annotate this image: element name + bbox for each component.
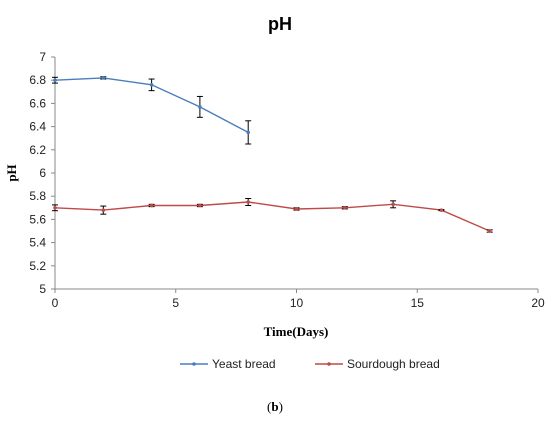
data-point [487, 229, 492, 233]
data-point [343, 206, 347, 210]
data-point [149, 203, 154, 208]
x-tick-label: 0 [52, 296, 59, 310]
data-point [198, 105, 202, 109]
data-point [246, 130, 250, 135]
series-yeast-bread [52, 76, 252, 145]
y-axis-label: pH [4, 164, 19, 181]
y-tick-label: 5.6 [29, 212, 46, 226]
y-tick-label: 6.8 [29, 73, 46, 87]
data-point [53, 78, 57, 82]
series-line [54, 201, 490, 232]
y-tick-label: 5.2 [29, 259, 46, 273]
data-point [53, 206, 57, 210]
panel-label: (b) [267, 399, 283, 414]
x-tick-label: 20 [531, 296, 545, 310]
legend-item-sourdough-bread: Sourdough bread [315, 357, 440, 371]
x-tick-label: 10 [290, 296, 304, 310]
series-layer [52, 76, 493, 233]
y-tick-label: 5 [39, 282, 46, 296]
y-tick-label: 6.6 [29, 96, 46, 110]
data-point [246, 200, 250, 204]
y-tick-label: 6.4 [29, 120, 46, 134]
y-ticks: 5 5.2 5.4 5.6 5.8 6 6.2 6.4 6.6 6.8 7 [29, 50, 55, 296]
data-point [391, 202, 395, 207]
legend: Yeast bread Sourdough bread [180, 357, 440, 371]
data-point [294, 207, 299, 211]
plot-area: 55.25.45.65.866.26.46.66.87 0 5 10 15 20 [29, 50, 545, 310]
x-tick-label: 5 [172, 296, 179, 310]
legend-label: Yeast bread [212, 357, 276, 371]
chart-title: pH [268, 14, 292, 34]
y-tick-label: 5.4 [29, 236, 46, 250]
data-point [101, 76, 106, 80]
legend-item-yeast-bread: Yeast bread [180, 357, 276, 371]
y-tick-label: 6.2 [29, 143, 46, 157]
x-tick-label: 15 [411, 296, 425, 310]
x-axis-label: Time(Days) [264, 324, 329, 339]
y-tick-label: 6 [39, 166, 46, 180]
data-point [439, 208, 444, 212]
series-sourdough-bread [52, 198, 493, 233]
y-tick-label: 5.8 [29, 189, 46, 203]
y-tick-label: 7 [39, 50, 46, 64]
data-point [198, 203, 202, 208]
data-point [101, 208, 106, 212]
x-ticks: 0 5 10 15 20 [52, 289, 545, 310]
data-point [149, 83, 154, 87]
panel-label-letter: b [271, 399, 278, 414]
legend-label: Sourdough bread [347, 357, 440, 371]
